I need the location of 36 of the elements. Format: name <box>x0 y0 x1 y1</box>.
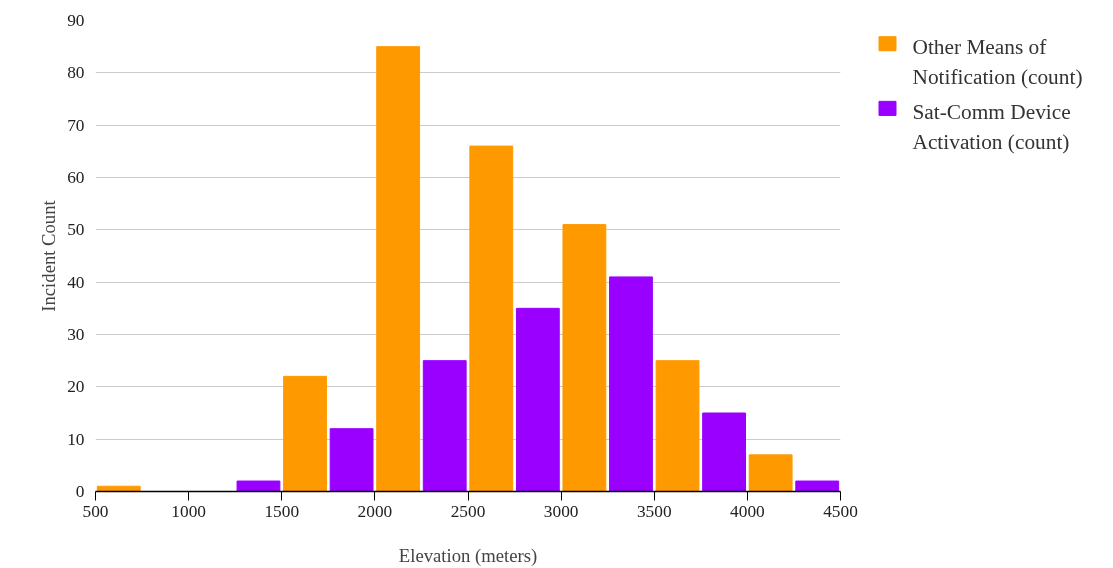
y-tick-label: 50 <box>67 220 85 240</box>
bar <box>422 360 467 492</box>
bar <box>376 46 421 492</box>
legend-label: Other Means of Notification (count) <box>912 35 1083 90</box>
bar <box>795 480 840 492</box>
y-tick-label: 70 <box>67 115 85 135</box>
bar <box>748 454 793 492</box>
x-axis-title: Elevation (meters) <box>398 544 538 567</box>
x-tick-label: 4000 <box>730 501 765 521</box>
bar <box>655 360 700 492</box>
y-tick-label: 0 <box>75 482 85 501</box>
y-tick-label: 90 <box>67 11 85 30</box>
y-axis-title: Incident Count <box>38 199 60 312</box>
bar <box>469 145 514 492</box>
legend-label: Sat-Comm Device Activation (count) <box>912 100 1071 155</box>
y-tick-label: 30 <box>67 325 85 344</box>
x-tick-label: 4500 <box>823 501 858 521</box>
x-tick-label: 3000 <box>543 501 579 521</box>
bar <box>702 412 747 492</box>
x-tick-label: 2000 <box>357 501 393 521</box>
x-tick-label: 1500 <box>264 501 300 521</box>
x-tick-label: 500 <box>82 501 109 521</box>
bar <box>562 224 607 492</box>
y-tick-label: 80 <box>67 63 85 83</box>
y-tick-label: 20 <box>67 377 85 397</box>
bar <box>283 375 327 492</box>
bar <box>329 428 374 492</box>
y-tick-label: 10 <box>67 429 85 449</box>
y-tick-label: 60 <box>67 168 85 187</box>
x-tick-label: 1000 <box>171 501 206 521</box>
bar <box>515 307 560 492</box>
y-tick-label: 40 <box>67 272 85 292</box>
x-tick-label: 2500 <box>450 501 486 521</box>
x-tick-label: 3500 <box>636 501 672 521</box>
bar <box>236 480 281 492</box>
bar <box>609 276 653 492</box>
